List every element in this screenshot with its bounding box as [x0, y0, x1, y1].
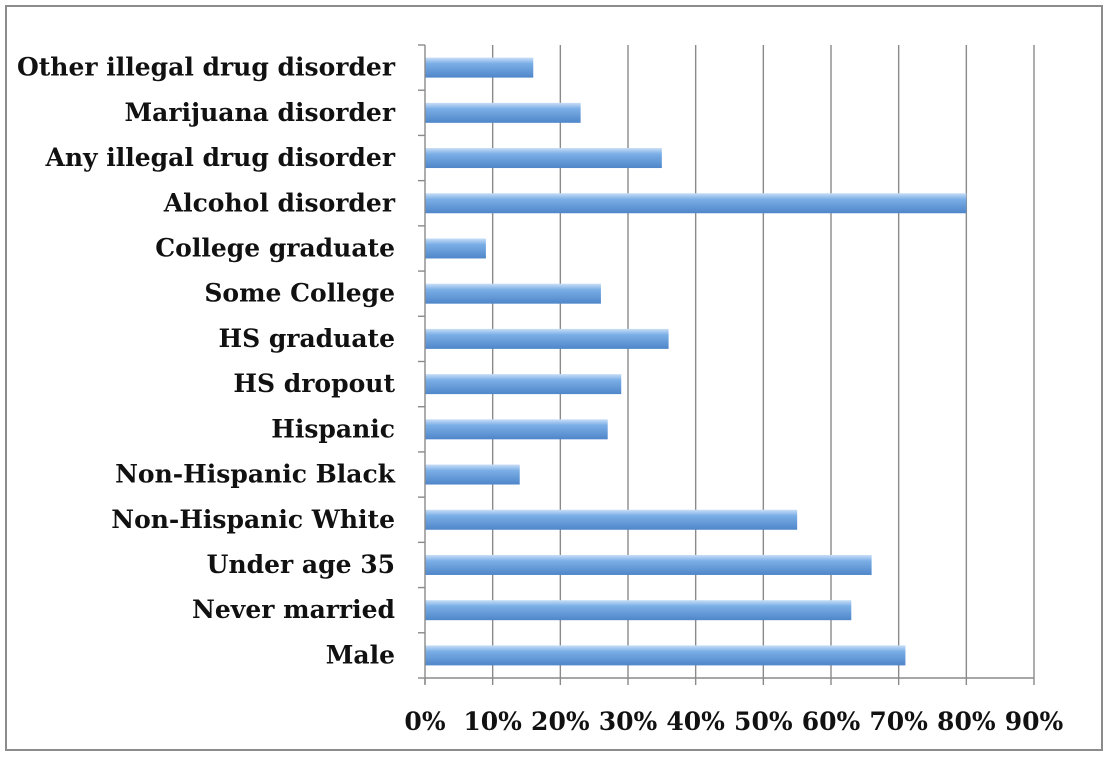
x-tick-label-50: 50% — [734, 707, 793, 736]
x-tick-label-70: 70% — [869, 707, 928, 736]
category-label-hs-dropout: HS dropout — [233, 369, 395, 398]
x-tick-label-0: 0% — [404, 707, 445, 736]
bar-college-graduate — [425, 238, 486, 259]
category-label-any-illegal-drug-disorder: Any illegal drug disorder — [44, 143, 395, 172]
x-tick-label-60: 60% — [802, 707, 861, 736]
category-label-non-hispanic-white: Non-Hispanic White — [111, 505, 395, 534]
category-label-college-graduate: College graduate — [155, 233, 395, 262]
bar-alcohol-disorder — [425, 193, 967, 214]
grid-lines — [491, 45, 1035, 678]
category-labels: Male Never married Under age 35 Non-Hispani… — [17, 53, 396, 670]
bar-male — [425, 645, 906, 666]
category-label-never-married: Never married — [192, 595, 395, 624]
bar-non-hispanic-white — [425, 509, 798, 530]
axes — [418, 44, 1035, 685]
x-tick-label-80: 80% — [937, 707, 996, 736]
category-label-marijuana-disorder: Marijuana disorder — [125, 98, 396, 127]
bars — [425, 57, 967, 666]
category-label-alcohol-disorder: Alcohol disorder — [163, 188, 396, 217]
category-label-under-age-35: Under age 35 — [207, 550, 395, 579]
bar-any-illegal-drug-disorder — [425, 148, 662, 169]
x-tick-label-40: 40% — [666, 707, 725, 736]
bar-under-age-35 — [425, 554, 872, 575]
bar-hispanic — [425, 419, 608, 440]
category-label-male: Male — [326, 640, 395, 669]
x-tick-label-20: 20% — [531, 707, 590, 736]
x-tick-label-90: 90% — [1005, 707, 1064, 736]
category-label-hs-graduate: HS graduate — [218, 324, 395, 353]
bar-some-college — [425, 283, 601, 304]
category-label-other-illegal-drug-disorder: Other illegal drug disorder — [17, 53, 396, 82]
x-tick-labels: 0% 10% 20% 30% 40% 50% 60% 70% 80% 90% — [404, 707, 1063, 736]
bar-other-illegal-drug-disorder — [425, 57, 534, 78]
x-tick-label-10: 10% — [463, 707, 522, 736]
bar-hs-dropout — [425, 374, 622, 395]
bar-never-married — [425, 600, 852, 621]
bar-hs-graduate — [425, 328, 669, 349]
category-label-some-college: Some College — [204, 279, 395, 308]
category-label-non-hispanic-black: Non-Hispanic Black — [115, 460, 396, 489]
bar-marijuana-disorder — [425, 102, 581, 123]
x-tick-label-30: 30% — [599, 707, 658, 736]
bar-non-hispanic-black — [425, 464, 520, 485]
category-label-hispanic: Hispanic — [271, 414, 395, 443]
